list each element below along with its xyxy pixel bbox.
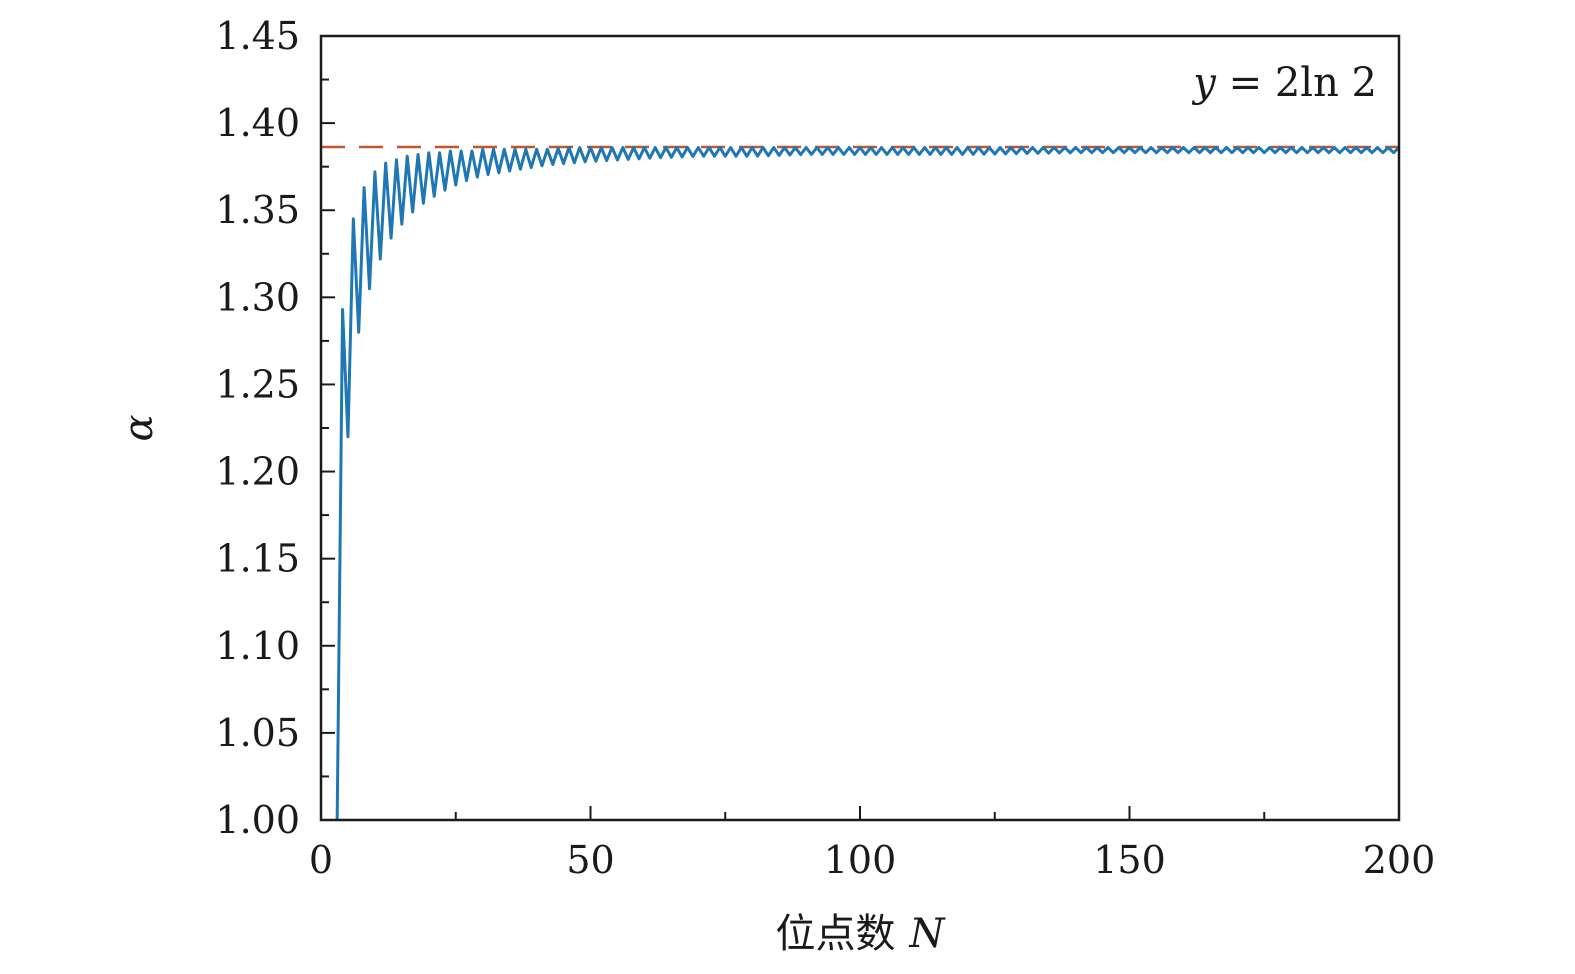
y-tick-label: 1.15 bbox=[215, 537, 300, 581]
annotation-label: y = 2ln 2 bbox=[1191, 60, 1377, 106]
plot-area bbox=[321, 145, 1399, 820]
x-tick-label: 50 bbox=[566, 838, 614, 882]
y-tick-label: 1.00 bbox=[215, 798, 300, 842]
y-axis-label: α bbox=[116, 414, 162, 441]
series-line bbox=[335, 146, 1399, 820]
y-tick-label: 1.20 bbox=[215, 450, 300, 494]
y-tick-label: 1.40 bbox=[215, 101, 300, 145]
x-axis-label-text: 位点数 bbox=[776, 911, 896, 957]
annotation-var: y bbox=[1191, 60, 1217, 106]
x-axis-label-var: N bbox=[909, 911, 947, 957]
y-tick-label: 1.05 bbox=[215, 711, 300, 755]
plot-frame bbox=[319, 34, 1401, 822]
x-tick-label: 100 bbox=[824, 838, 897, 882]
y-tick-label: 1.30 bbox=[215, 275, 300, 319]
y-tick-label: 1.45 bbox=[215, 14, 300, 58]
annotation-rest: = 2ln 2 bbox=[1216, 60, 1377, 106]
x-tick-label: 200 bbox=[1363, 838, 1436, 882]
y-tick-label: 1.35 bbox=[215, 188, 300, 232]
y-tick-label: 1.10 bbox=[215, 624, 300, 668]
x-tick-label: 150 bbox=[1093, 838, 1166, 882]
y-tick-label: 1.25 bbox=[215, 362, 300, 406]
x-tick-label: 0 bbox=[309, 838, 333, 882]
axis-ticks: 0 50 100 150 200 1.00 1.05 1.10 1.15 1.20 1.25 1.30… bbox=[215, 14, 1435, 882]
x-axis-label: 位点数 N bbox=[776, 911, 947, 957]
